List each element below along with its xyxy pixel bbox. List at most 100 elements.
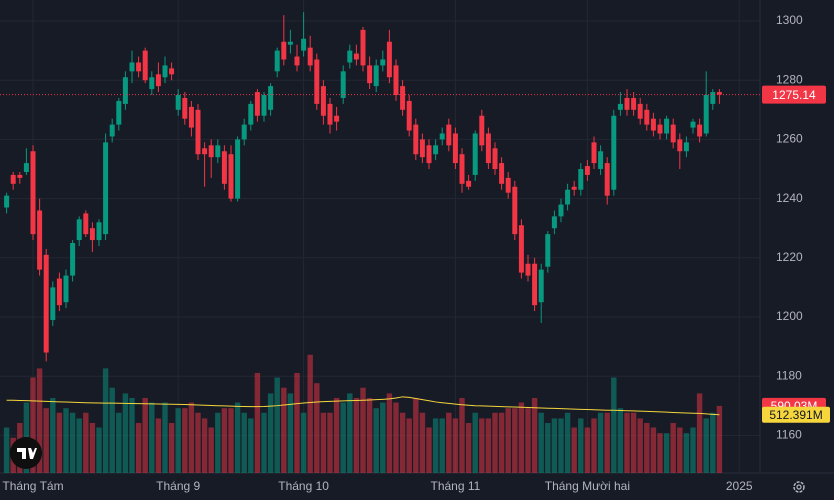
candle-body	[485, 133, 491, 164]
candle-body	[439, 133, 445, 140]
volume-bar	[525, 408, 531, 473]
volume-bar	[307, 354, 313, 473]
volume-bar	[129, 397, 135, 473]
y-tick-label: 1240	[776, 191, 803, 205]
candle-body	[50, 287, 56, 320]
candle-body	[334, 115, 340, 122]
volume-bar	[162, 402, 168, 473]
candle-body	[307, 47, 313, 66]
candle-body	[89, 228, 95, 241]
candle-body	[215, 145, 221, 158]
candle-body	[116, 100, 122, 125]
candle-body	[545, 234, 551, 267]
candle-body	[716, 92, 722, 95]
volume-bar	[267, 393, 274, 473]
volume-bar	[597, 412, 604, 473]
candle-body	[23, 163, 29, 172]
volume-ma-line	[6, 396, 720, 416]
volume-bar	[386, 393, 393, 473]
volume-bar	[102, 368, 109, 473]
volume-bar	[564, 412, 571, 473]
candle-body	[703, 95, 709, 134]
volume-bar	[182, 408, 188, 473]
candle-body	[631, 97, 637, 110]
volume-bar	[710, 412, 716, 473]
y-tick-label: 1300	[776, 13, 803, 27]
volume-bar	[677, 427, 683, 473]
candle-body	[624, 97, 630, 110]
volume-bar	[406, 418, 412, 473]
candle-body	[43, 254, 49, 353]
candle-body	[182, 97, 188, 119]
candle-body	[162, 65, 168, 78]
volume-bar	[155, 418, 162, 473]
candle-body	[591, 142, 597, 164]
volume-bar	[168, 422, 175, 473]
volume-bar	[76, 418, 82, 473]
gear-outer[interactable]	[793, 481, 805, 493]
volume-bar	[683, 433, 690, 473]
y-tick-label: 1220	[776, 250, 803, 264]
volume-pane	[3, 354, 723, 473]
y-tick-label: 1260	[776, 132, 803, 146]
volume-bar	[281, 387, 287, 473]
candle-body	[155, 74, 161, 87]
volume-bar	[624, 412, 630, 473]
volume-bar	[716, 405, 723, 473]
candle-body	[670, 124, 676, 143]
x-tick-label: Tháng 11	[430, 479, 480, 493]
volume-bar	[459, 397, 465, 473]
volume-bar	[83, 412, 89, 473]
volume-bar	[670, 422, 676, 473]
volume-bar	[650, 427, 657, 473]
volume-bar	[578, 418, 584, 473]
candle-body	[327, 103, 333, 125]
volume-bar	[360, 387, 366, 473]
volume-bar	[314, 383, 320, 473]
candle-body	[142, 50, 148, 81]
volume-bar	[571, 427, 577, 473]
candle-body	[63, 275, 69, 303]
candle-body	[677, 139, 683, 152]
volume-bar	[465, 422, 472, 473]
candle-body	[175, 95, 181, 110]
candle-body	[241, 124, 247, 140]
candle-body	[169, 68, 175, 75]
candle-body	[499, 163, 505, 184]
gear-inner[interactable]	[796, 484, 802, 490]
candle-body	[565, 189, 571, 205]
candle-body	[690, 121, 696, 128]
candle-body	[578, 169, 584, 190]
candle-body	[380, 59, 386, 66]
volume-bar	[518, 402, 525, 473]
candle-body	[103, 142, 109, 235]
candles	[0, 12, 760, 362]
volume-bar	[637, 418, 643, 473]
candle-body	[347, 50, 353, 63]
candle-body	[413, 124, 419, 155]
candle-body	[604, 163, 610, 196]
candle-body	[452, 133, 458, 164]
candle-body	[419, 139, 425, 158]
logo-mark	[17, 448, 37, 459]
candle-body	[446, 124, 452, 146]
volume-bar	[591, 418, 597, 473]
candle-body	[393, 65, 399, 96]
volume-bar	[340, 402, 346, 473]
candle-body	[353, 53, 359, 60]
candle-body	[188, 106, 194, 128]
volume-bar	[248, 418, 254, 473]
volume-bar	[294, 372, 300, 473]
volume-bar	[50, 397, 56, 473]
volume-bar	[432, 418, 439, 473]
settings-icon[interactable]	[793, 481, 805, 493]
volume-bar	[366, 397, 373, 473]
axis-labels: 1160 1180 1200 1220 1240 1260 1280 1300 Tháng Tá…	[2, 13, 830, 493]
volume-bar	[109, 387, 115, 473]
x-tick-label: Tháng 9	[156, 479, 200, 493]
candle-body	[472, 133, 478, 175]
volume-bar	[545, 422, 551, 473]
volume-bar	[234, 402, 241, 473]
candle-body	[136, 62, 142, 72]
